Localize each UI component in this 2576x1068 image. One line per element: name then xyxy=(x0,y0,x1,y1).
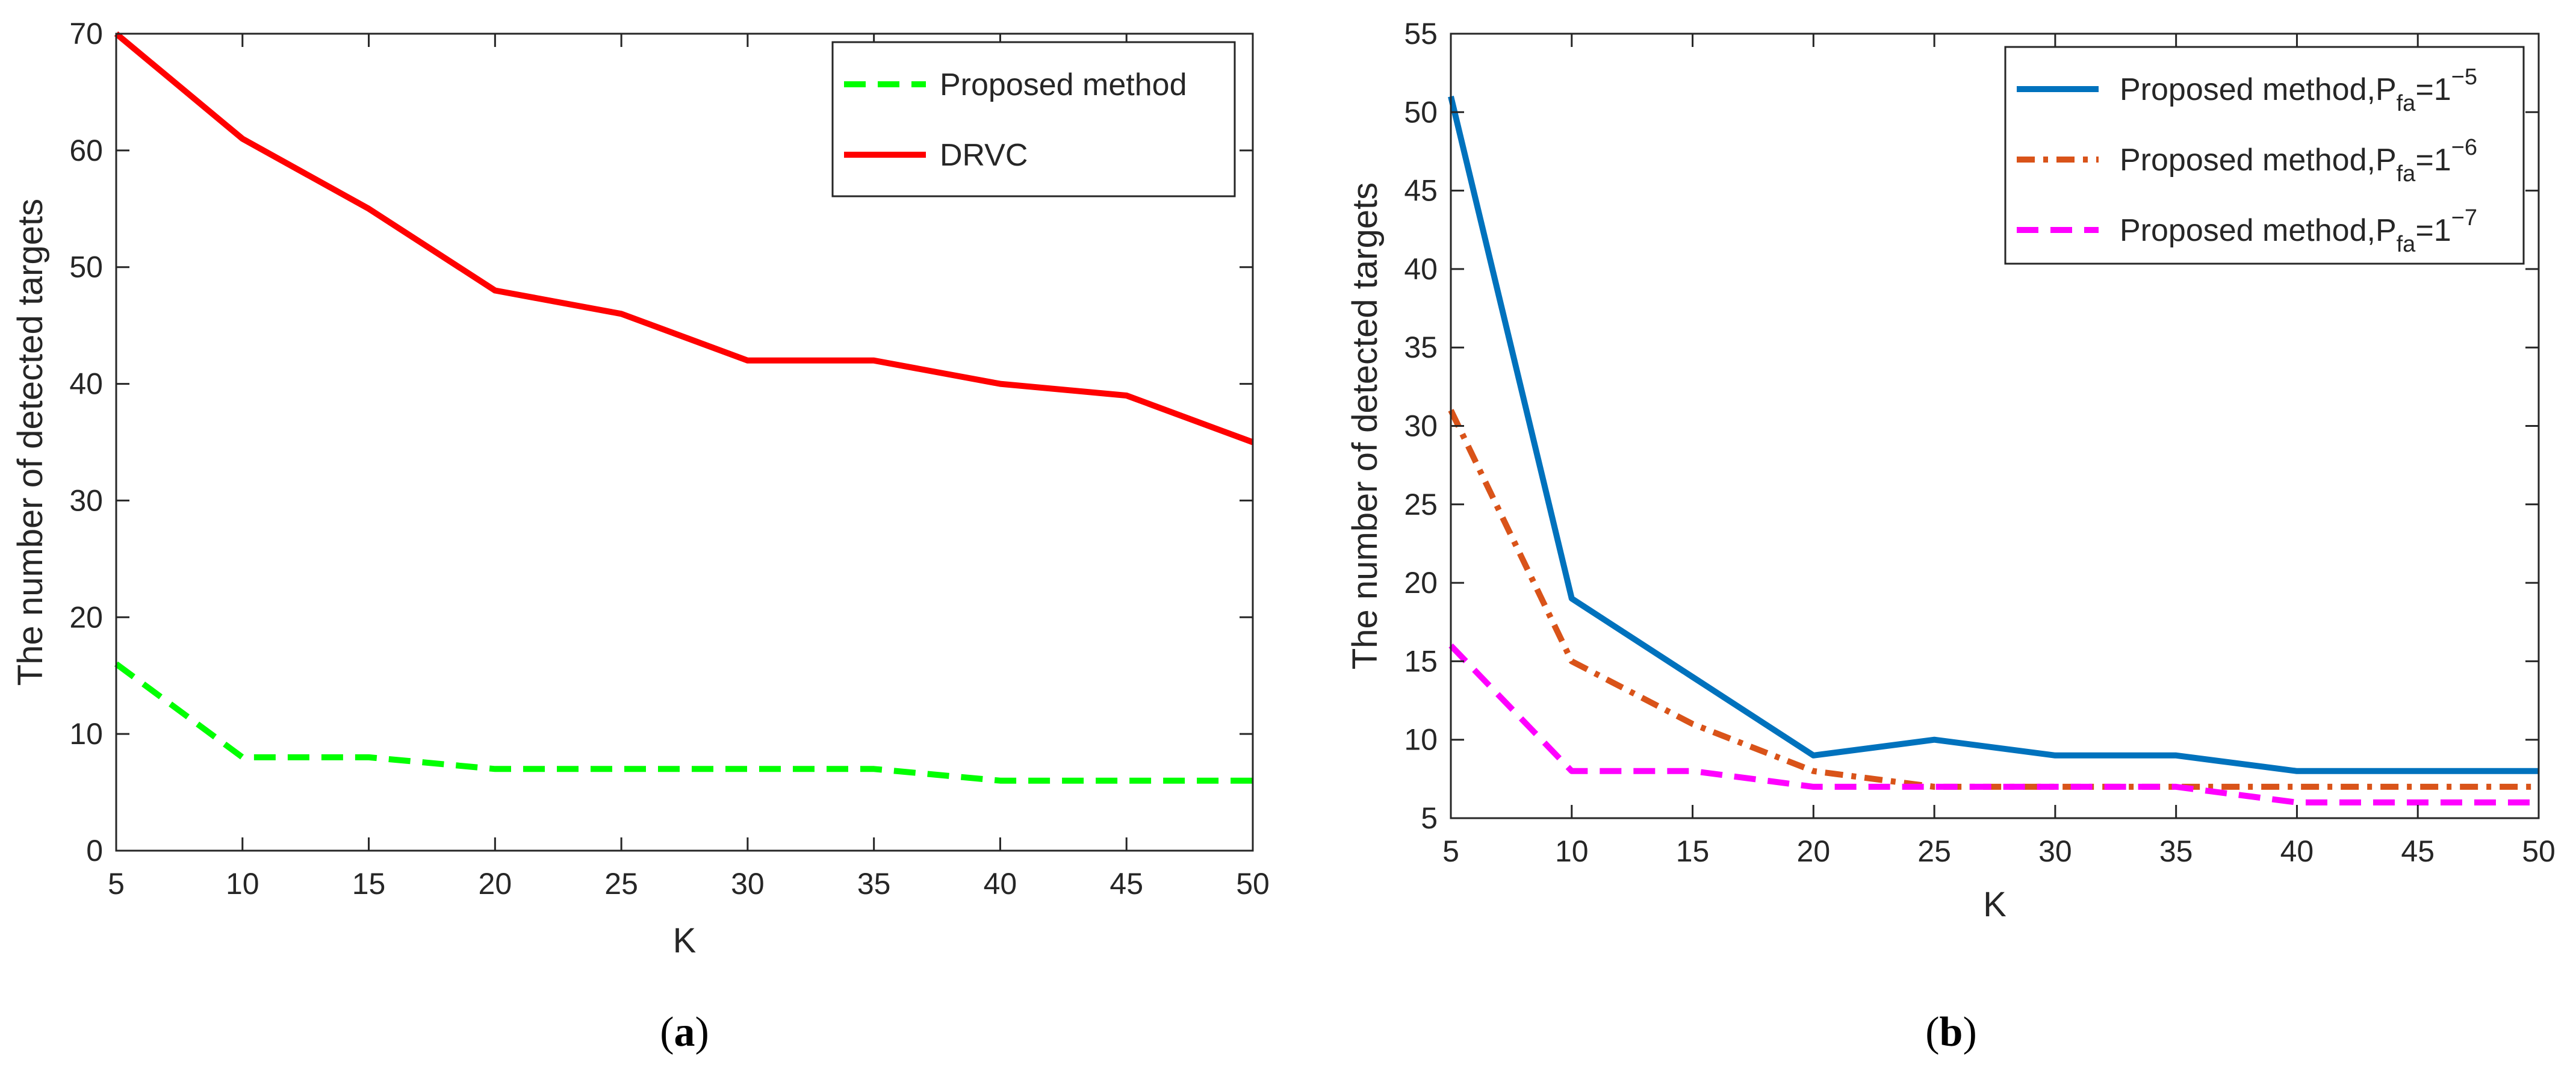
series-line-2 xyxy=(1448,409,2539,790)
y-tick-label: 40 xyxy=(1404,252,1438,286)
series-line-3 xyxy=(1448,643,2539,806)
legend-label-text: Proposed method xyxy=(940,67,1187,102)
legend-label-text: Proposed method,P xyxy=(2120,72,2397,107)
y-tick-label: 35 xyxy=(1404,331,1438,364)
legend-label-text: DRVC xyxy=(940,138,1028,173)
x-tick-label: 35 xyxy=(857,867,891,901)
y-axis-label: The number of detected targets xyxy=(11,199,50,686)
legend-label-2: Proposed method,Pfa=1−6 xyxy=(2120,135,2477,187)
y-tick-label: 0 xyxy=(86,834,103,868)
legend-label-text: Proposed method,P xyxy=(2120,213,2397,248)
panel-caption-close: ) xyxy=(695,1009,709,1055)
y-tick-label: 15 xyxy=(1404,644,1438,678)
legend-box xyxy=(831,41,1236,197)
panel-caption-letter: a xyxy=(674,1009,695,1055)
y-tick-label: 60 xyxy=(69,134,103,167)
panel-a-line-chart: 5 10 15 20 25 30 35 40 45 50 0 10 20 30 40 50 60 70 K The n… xyxy=(11,17,1270,1055)
panel-caption: (b) xyxy=(1925,1009,1977,1055)
series-line-1 xyxy=(1448,96,2539,774)
legend-label-1: Proposed method xyxy=(940,67,1187,102)
y-tick-label: 10 xyxy=(69,717,103,751)
y-tick-label: 20 xyxy=(1404,566,1438,600)
x-tick-label: 5 xyxy=(108,867,125,901)
x-tick-label: 15 xyxy=(352,867,386,901)
y-tick-label: 50 xyxy=(1404,95,1438,129)
series-line-1 xyxy=(114,661,1253,784)
y-axis-label: The number of detected targets xyxy=(1345,182,1385,669)
x-axis-label: K xyxy=(673,921,697,960)
x-tick-label: 5 xyxy=(1442,834,1459,868)
x-tick-label: 10 xyxy=(226,867,259,901)
legend-label-superscript: −7 xyxy=(2451,205,2477,231)
legend-label-2: DRVC xyxy=(940,138,1028,173)
panel-caption-letter: b xyxy=(1940,1009,1963,1055)
panel-caption-close: ) xyxy=(1963,1009,1976,1055)
legend-label-subscript: fa xyxy=(2397,232,2416,257)
y-tick-label: 30 xyxy=(1404,409,1438,443)
legend-label-3: Proposed method,Pfa=1−7 xyxy=(2120,205,2477,257)
legend-label-text: Proposed method,P xyxy=(2120,143,2397,178)
x-tick-label: 45 xyxy=(2401,834,2435,868)
x-tick-label: 30 xyxy=(731,867,765,901)
axes-box xyxy=(115,33,1254,852)
y-tick-label: 55 xyxy=(1404,17,1438,51)
x-tick-label: 40 xyxy=(2280,834,2314,868)
x-tick-label: 20 xyxy=(1797,834,1831,868)
legend-label-eq: =1 xyxy=(2415,72,2451,107)
panel-caption: (a) xyxy=(660,1009,709,1055)
y-tick-label: 70 xyxy=(69,17,103,51)
y-tick-label: 40 xyxy=(69,367,103,401)
y-tick-label: 20 xyxy=(69,600,103,634)
legend-label-eq: =1 xyxy=(2415,213,2451,248)
y-tick-label: 25 xyxy=(1404,488,1438,521)
panel-caption-open: ( xyxy=(1925,1009,1939,1055)
y-tick-label: 30 xyxy=(69,483,103,517)
panel-b-line-chart: 5 10 15 20 25 30 35 40 45 50 5 10 15 20 25 30 35 40 45 50 55… xyxy=(1345,17,2556,1055)
legend-label-subscript: fa xyxy=(2397,91,2416,116)
x-tick-label: 25 xyxy=(604,867,638,901)
x-tick-label: 35 xyxy=(2159,834,2193,868)
x-tick-label: 10 xyxy=(1555,834,1589,868)
x-axis-label: K xyxy=(1983,885,2006,924)
legend-label-superscript: −6 xyxy=(2451,135,2477,160)
legend-label-superscript: −5 xyxy=(2451,64,2477,90)
legend-label-1: Proposed method,Pfa=1−5 xyxy=(2120,64,2477,116)
series-line-2 xyxy=(114,31,1254,446)
x-tick-label: 20 xyxy=(479,867,512,901)
panel-caption-open: ( xyxy=(660,1009,674,1055)
x-tick-label: 50 xyxy=(2522,834,2556,868)
legend-label-subscript: fa xyxy=(2397,161,2416,187)
x-tick-label: 50 xyxy=(1236,867,1270,901)
y-tick-label: 45 xyxy=(1404,174,1438,208)
x-tick-label: 30 xyxy=(2038,834,2072,868)
y-tick-label: 10 xyxy=(1404,723,1438,757)
x-tick-label: 25 xyxy=(1917,834,1951,868)
x-tick-label: 40 xyxy=(984,867,1017,901)
x-tick-label: 45 xyxy=(1110,867,1143,901)
x-tick-label: 15 xyxy=(1676,834,1710,868)
y-tick-label: 50 xyxy=(69,250,103,284)
y-tick-label: 5 xyxy=(1421,801,1438,835)
legend-label-eq: =1 xyxy=(2415,143,2451,178)
